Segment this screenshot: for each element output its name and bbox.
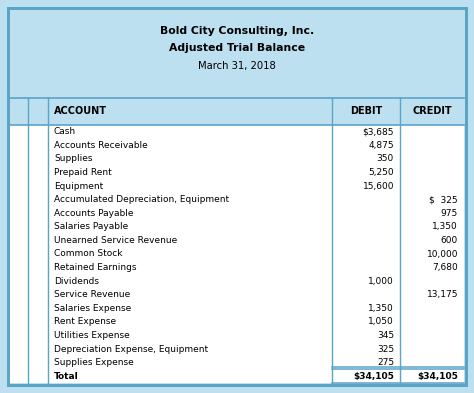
Text: 7,680: 7,680 [432,263,458,272]
Text: $34,105: $34,105 [417,372,458,381]
Text: 1,350: 1,350 [368,304,394,313]
Text: March 31, 2018: March 31, 2018 [198,61,276,71]
Text: Retained Earnings: Retained Earnings [54,263,137,272]
Text: Common Stock: Common Stock [54,250,122,259]
FancyBboxPatch shape [8,8,466,385]
Text: 325: 325 [377,345,394,354]
Text: Adjusted Trial Balance: Adjusted Trial Balance [169,43,305,53]
Text: 5,250: 5,250 [368,168,394,177]
FancyBboxPatch shape [10,98,464,383]
Text: Rent Expense: Rent Expense [54,318,116,327]
Text: Bold City Consulting, Inc.: Bold City Consulting, Inc. [160,26,314,36]
Text: Accumulated Depreciation, Equipment: Accumulated Depreciation, Equipment [54,195,229,204]
Text: 345: 345 [377,331,394,340]
Text: 15,600: 15,600 [363,182,394,191]
Text: Prepaid Rent: Prepaid Rent [54,168,112,177]
Text: Depreciation Expense, Equipment: Depreciation Expense, Equipment [54,345,208,354]
Text: ACCOUNT: ACCOUNT [54,107,107,116]
Text: $34,105: $34,105 [353,372,394,381]
Text: 4,875: 4,875 [368,141,394,150]
Text: DEBIT: DEBIT [350,107,382,116]
Text: 1,050: 1,050 [368,318,394,327]
Text: Supplies: Supplies [54,154,92,163]
Text: Utilities Expense: Utilities Expense [54,331,130,340]
Text: Unearned Service Revenue: Unearned Service Revenue [54,236,177,245]
Text: Equipment: Equipment [54,182,103,191]
Text: Dividends: Dividends [54,277,99,286]
Text: 1,000: 1,000 [368,277,394,286]
Text: 600: 600 [441,236,458,245]
Text: Cash: Cash [54,127,76,136]
Text: Accounts Payable: Accounts Payable [54,209,134,218]
Text: $  325: $ 325 [429,195,458,204]
Text: 13,175: 13,175 [427,290,458,299]
Text: Salaries Expense: Salaries Expense [54,304,131,313]
Text: 10,000: 10,000 [427,250,458,259]
Text: Salaries Payable: Salaries Payable [54,222,128,231]
Text: Supplies Expense: Supplies Expense [54,358,134,367]
Text: 275: 275 [377,358,394,367]
Text: Accounts Receivable: Accounts Receivable [54,141,148,150]
Text: 350: 350 [377,154,394,163]
Text: CREDIT: CREDIT [412,107,452,116]
Text: 1,350: 1,350 [432,222,458,231]
Text: Total: Total [54,372,79,381]
Text: Service Revenue: Service Revenue [54,290,130,299]
Text: $3,685: $3,685 [363,127,394,136]
FancyBboxPatch shape [10,98,464,125]
Text: 975: 975 [441,209,458,218]
